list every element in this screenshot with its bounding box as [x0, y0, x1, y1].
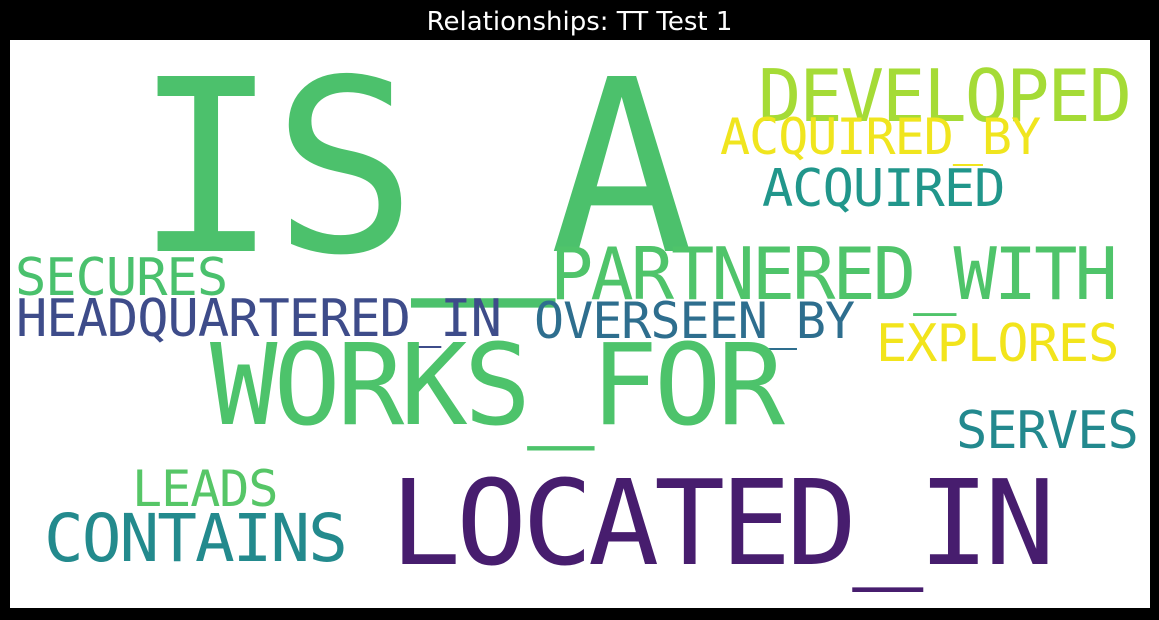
word-acquired: ACQUIRED	[762, 159, 1005, 219]
word-partnered-with: PARTNERED_WITH	[550, 232, 1118, 316]
word-leads: LEADS	[132, 460, 279, 518]
word-serves: SERVES	[956, 401, 1139, 461]
figure-title: Relationships: TT Test 1	[426, 7, 733, 37]
word-contains: CONTAINS	[44, 500, 348, 577]
word-headquartered-in: HEADQUARTERED_IN	[16, 289, 502, 349]
word-explores: EXPLORES	[876, 314, 1119, 374]
word-is-a: IS_A	[134, 40, 694, 308]
word-secures: SECURES	[15, 248, 228, 308]
word-acquired-by: ACQUIRED_BY	[720, 108, 1041, 166]
word-developed: DEVELOPED	[758, 54, 1132, 138]
word-overseen-by: OVERSEEN_BY	[534, 292, 855, 350]
word-works-for: WORKS_FOR	[210, 321, 785, 451]
word-located-in: LOCATED_IN	[390, 454, 1055, 592]
word-cloud-canvas: IS_A DEVELOPED ACQUIRED_BY ACQUIRED SECU…	[10, 40, 1150, 608]
